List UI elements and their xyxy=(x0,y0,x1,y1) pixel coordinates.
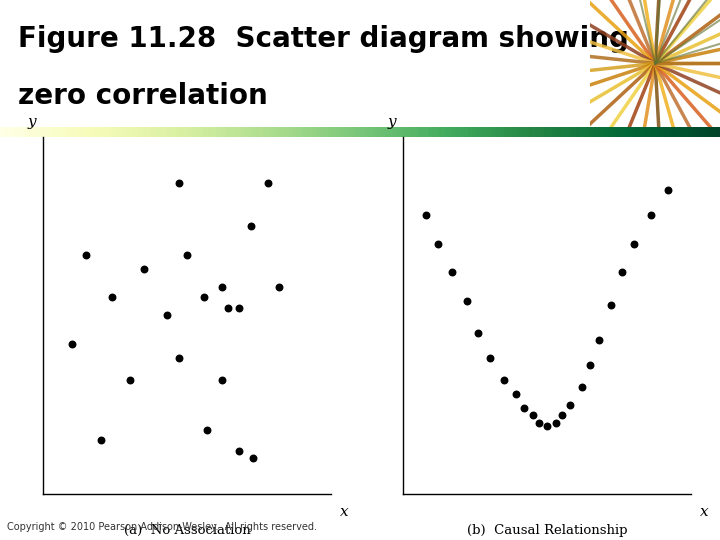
Point xyxy=(550,418,562,427)
Text: Copyright © 2010 Pearson Addison-Wesley.  All rights reserved.: Copyright © 2010 Pearson Addison-Wesley.… xyxy=(7,522,318,532)
Text: zero correlation: zero correlation xyxy=(18,83,267,111)
Point xyxy=(533,418,544,427)
Point xyxy=(420,211,432,220)
Point xyxy=(593,336,605,345)
Point xyxy=(432,240,444,248)
Point xyxy=(95,436,107,445)
Point xyxy=(585,361,596,370)
Point xyxy=(645,211,657,220)
Point xyxy=(527,411,539,420)
Point xyxy=(81,250,92,259)
Point xyxy=(222,304,233,313)
Point xyxy=(199,293,210,302)
Text: Figure 11.28  Scatter diagram showing: Figure 11.28 Scatter diagram showing xyxy=(18,25,629,53)
Point xyxy=(245,221,256,230)
Point xyxy=(274,282,285,291)
Point xyxy=(541,422,553,430)
Point xyxy=(138,265,150,273)
Point xyxy=(248,454,259,463)
Point xyxy=(161,311,173,320)
Point xyxy=(518,404,530,413)
Text: 51: 51 xyxy=(654,503,693,531)
Text: y: y xyxy=(27,116,36,130)
Point xyxy=(616,268,628,277)
Point xyxy=(107,293,118,302)
Point xyxy=(556,411,567,420)
Text: x: x xyxy=(700,505,708,519)
Point xyxy=(233,304,245,313)
Point xyxy=(233,447,245,456)
Point xyxy=(605,300,616,309)
Text: (b)  Causal Relationship: (b) Causal Relationship xyxy=(467,524,627,537)
Point xyxy=(461,297,472,306)
Point xyxy=(181,250,193,259)
Point xyxy=(446,268,458,277)
Point xyxy=(564,400,576,409)
Point xyxy=(498,375,510,384)
Point xyxy=(662,186,674,194)
Point xyxy=(262,179,274,187)
Point xyxy=(216,282,228,291)
Point xyxy=(484,354,495,362)
Text: x: x xyxy=(340,505,348,519)
Text: y: y xyxy=(387,116,396,130)
Point xyxy=(173,354,184,362)
Point xyxy=(628,240,639,248)
Point xyxy=(66,340,78,348)
Point xyxy=(510,390,521,399)
Point xyxy=(216,375,228,384)
Text: (a)  No Association: (a) No Association xyxy=(124,524,251,537)
Point xyxy=(202,426,213,434)
Point xyxy=(124,375,135,384)
Point xyxy=(173,179,184,187)
Point xyxy=(576,382,588,391)
Point xyxy=(472,329,484,338)
